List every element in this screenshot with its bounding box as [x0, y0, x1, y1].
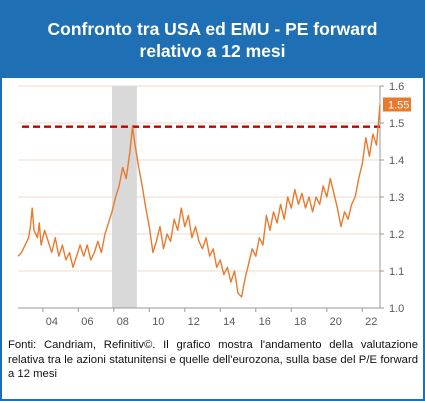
- x-tick-label: 18: [294, 316, 306, 328]
- chart-area: 04 06 08 10 12 14 16 18 20 22 1.0 1.1 1.2 1.3 1.4 1.5 1…: [2, 78, 423, 336]
- chart-title: Confronto tra USA ed EMU - PE forward re…: [47, 19, 378, 61]
- title-bar: Confronto tra USA ed EMU - PE forward re…: [2, 2, 423, 78]
- x-tick-label: 08: [117, 316, 129, 328]
- line-chart: 04 06 08 10 12 14 16 18 20 22 1.01.11.21.31.41.51…: [17, 81, 411, 328]
- gridlines: [18, 85, 380, 272]
- x-tick-label: 12: [188, 316, 200, 328]
- y-tick-label: 1.6: [389, 81, 404, 93]
- y-tick-label: 1.3: [389, 192, 404, 204]
- y-tick-label: 1.4: [389, 155, 404, 167]
- x-axis: 04 06 08 10 12 14 16 18 20 22: [18, 307, 380, 328]
- x-tick-label: 22: [365, 316, 377, 328]
- last-value-label: 1.55: [388, 100, 409, 112]
- x-tick-label: 04: [46, 316, 58, 328]
- x-tick-label: 20: [330, 316, 342, 328]
- x-tick-label: 10: [152, 316, 164, 328]
- x-tick-label: 06: [81, 316, 93, 328]
- source-caption: Fonti: Candriam, Refinitiv©. Il grafico …: [8, 339, 418, 381]
- y-tick-label: 1.2: [389, 229, 404, 241]
- series-line: [17, 104, 381, 298]
- x-tick-label: 16: [259, 316, 271, 328]
- y-tick-label: 1.5: [389, 118, 404, 130]
- last-value-badge: [383, 97, 411, 112]
- y-axis: 1.0 1.1 1.2 1.3 1.4 1.5 1.6: [379, 81, 404, 315]
- x-tick-label: 14: [223, 316, 235, 328]
- y-tick-label: 1.0: [389, 303, 404, 315]
- y-tick-label: 1.1: [389, 266, 404, 278]
